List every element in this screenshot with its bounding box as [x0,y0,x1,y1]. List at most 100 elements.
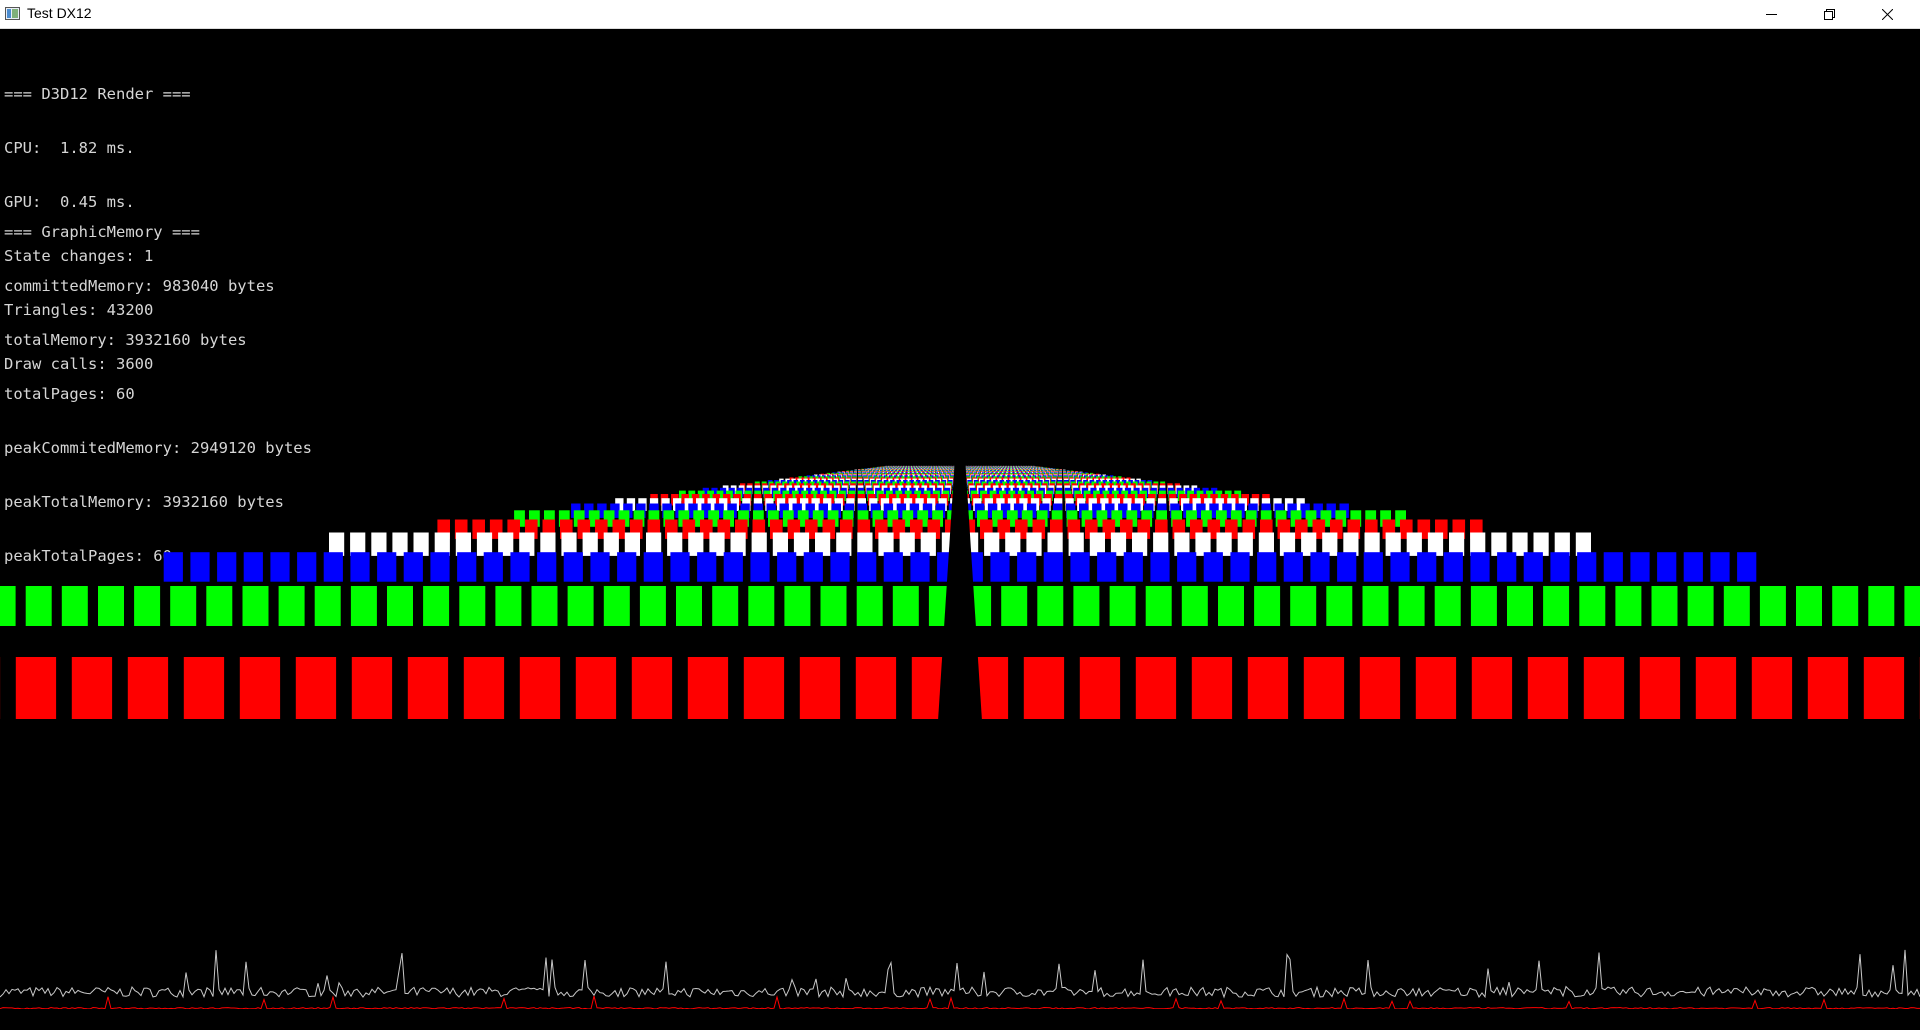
cube [750,552,770,582]
cube [702,487,709,498]
cube [791,483,797,492]
cube [1111,498,1120,511]
render-viewport[interactable]: === D3D12 Render === CPU: 1.82 ms. GPU: … [0,29,1920,1030]
cube [900,487,908,498]
cube [329,532,345,556]
cube [1043,552,1063,582]
cube [1017,552,1037,582]
cube [1109,586,1136,626]
cube [883,552,903,582]
cube [667,532,683,556]
cube [913,485,920,495]
cube [617,552,637,582]
cube [561,532,577,556]
minimize-button[interactable] [1742,0,1800,29]
cube [797,487,804,498]
cube [514,510,525,527]
cube [693,510,705,527]
cube [709,532,725,556]
cube [1019,498,1028,511]
cube [830,552,850,582]
close-button[interactable] [1858,0,1916,29]
cube [1385,532,1401,556]
cube [895,490,903,501]
cube [1005,483,1011,492]
cube [811,498,820,511]
cube [730,532,746,556]
cube [387,586,413,626]
cube [784,586,811,626]
cube [1070,552,1090,582]
cube [1097,552,1117,582]
cube [15,657,57,719]
cube [190,552,210,582]
cube [1283,552,1303,582]
cube [1245,510,1257,527]
cube [798,483,805,492]
cube [1081,510,1093,527]
cube [1012,483,1018,492]
cube [1258,532,1274,556]
cube [1215,490,1223,501]
cube [407,657,449,719]
cube [519,532,535,556]
cube [1186,510,1197,527]
cube [1218,586,1244,626]
cube [1350,510,1362,527]
cube [810,490,818,501]
cube [25,586,52,626]
cube [663,510,675,527]
minimize-icon [1766,14,1777,15]
cube [1364,532,1380,556]
cube [643,552,663,582]
cube [1832,586,1859,626]
cube [805,503,815,518]
cube [483,552,503,582]
cube [1202,487,1209,498]
cube [1016,485,1023,495]
cube [1096,510,1108,527]
cube [782,510,794,527]
cube [1365,510,1377,527]
cube [1579,586,1606,626]
cube [1759,586,1786,626]
cube [920,494,928,506]
cube [1230,552,1250,582]
cube [799,657,841,719]
cube [738,510,749,527]
committed-memory: committedMemory: 983040 bytes [4,277,275,295]
cube [1796,586,1822,626]
cube [323,552,343,582]
cube [350,532,366,556]
cube [1470,552,1490,582]
cube [646,532,662,556]
cube [1036,510,1048,527]
window-title: Test DX12 [27,5,92,21]
cube [892,586,919,626]
cube [984,532,1000,556]
restore-button[interactable] [1800,0,1858,29]
cube [691,494,700,506]
cube [1470,532,1486,556]
cube [495,586,522,626]
cube [134,586,161,626]
cube [1200,494,1208,506]
cube [1583,657,1625,719]
cube [1577,552,1597,582]
cube [1216,510,1227,527]
cube [1603,552,1623,582]
draw-call-count: Draw calls: 3600 [4,355,154,373]
cube [1002,494,1011,506]
cube [567,586,594,626]
cube [812,510,824,527]
cube [1247,657,1289,719]
title-bar[interactable]: Test DX12 [0,0,1920,29]
cube [1310,552,1330,582]
cube [476,532,493,556]
cube [899,532,915,556]
cube [914,490,922,501]
cube [810,485,816,495]
cube [1554,532,1570,556]
cube [1111,510,1123,527]
cube [712,494,721,506]
